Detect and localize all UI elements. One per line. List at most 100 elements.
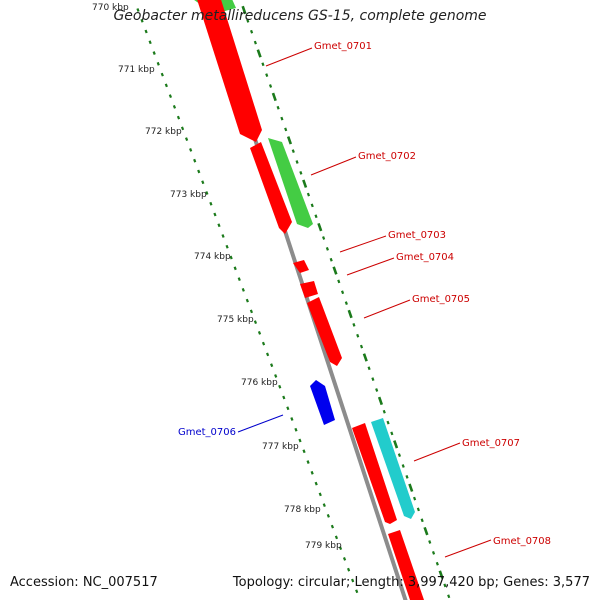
tick-mark <box>306 192 311 197</box>
tick-mark <box>282 395 286 400</box>
tick-mark <box>265 73 269 78</box>
tick-mark <box>172 104 177 109</box>
tick-mark <box>344 301 348 306</box>
tick-mark <box>205 191 209 195</box>
tick-mark <box>164 83 168 88</box>
gene-gmet_0701[interactable] <box>194 0 262 142</box>
tick-mark <box>362 353 368 362</box>
gene-label-leader <box>339 235 387 253</box>
tick-mark <box>229 255 233 260</box>
gene-gmet_0706[interactable] <box>310 380 335 425</box>
tick-mark <box>302 449 306 454</box>
tick-mark <box>382 409 386 414</box>
gene-feature[interactable] <box>250 142 292 234</box>
tick-label: 774 kbp <box>194 252 231 262</box>
tick-mark <box>338 546 343 551</box>
tick-mark <box>280 116 284 121</box>
tick-mark <box>337 279 341 284</box>
tick-mark <box>136 8 140 12</box>
tick-mark <box>221 234 225 238</box>
tick-mark <box>371 377 375 382</box>
tick-mark <box>431 550 436 555</box>
tick-mark <box>302 179 308 188</box>
tick-mark <box>253 40 257 45</box>
tick-mark <box>140 18 144 23</box>
tick-mark <box>314 481 318 486</box>
tick-label: 773 kbp <box>170 190 207 200</box>
tick-label: 771 kbp <box>118 65 155 75</box>
tick-label: 776 kbp <box>241 378 278 388</box>
tick-mark <box>423 526 429 536</box>
tick-mark <box>176 115 181 120</box>
tick-mark <box>408 483 414 492</box>
tick-mark <box>322 503 326 507</box>
gene-gmet_0707[interactable] <box>371 418 415 519</box>
gene-features <box>194 0 424 600</box>
tick-mark <box>438 570 444 579</box>
gene-gmet_0708[interactable] <box>388 530 424 600</box>
tick-mark <box>355 589 359 594</box>
tick-mark <box>322 236 326 240</box>
tick-mark <box>351 578 355 583</box>
tick-mark <box>294 427 298 432</box>
gene-gmet_0703[interactable] <box>293 260 309 273</box>
tick-mark <box>347 567 351 572</box>
tick-mark <box>217 223 221 228</box>
tick-mark <box>144 29 148 34</box>
gene-label-leader <box>346 257 395 276</box>
gene-label-leader <box>265 47 313 67</box>
tick-mark <box>325 246 329 251</box>
tick-mark <box>330 524 334 529</box>
tick-mark <box>197 169 201 174</box>
tick-mark <box>189 148 193 152</box>
gene-label-gmet_0704[interactable]: Gmet_0704 <box>396 252 454 263</box>
tick-mark <box>375 388 379 392</box>
gene-label-gmet_0706[interactable]: Gmet_0706 <box>178 427 236 438</box>
tick-mark <box>329 257 333 262</box>
tick-mark <box>413 496 417 501</box>
tick-mark <box>168 94 172 98</box>
tick-mark <box>290 417 294 421</box>
tick-mark <box>213 212 217 217</box>
tick-label: 778 kbp <box>284 505 321 515</box>
tick-mark <box>268 84 273 88</box>
tick-mark <box>393 440 399 449</box>
gene-gmet_0702[interactable] <box>268 138 313 228</box>
gene-gmet_0705[interactable] <box>307 297 342 366</box>
tick-mark <box>291 149 295 154</box>
gene-feature[interactable] <box>352 423 397 524</box>
tick-mark <box>261 341 266 346</box>
tick-mark <box>359 344 364 349</box>
gene-label-gmet_0705[interactable]: Gmet_0705 <box>412 294 470 305</box>
tick-mark <box>342 557 347 561</box>
tick-mark <box>284 127 288 132</box>
tick-mark <box>245 298 249 303</box>
tick-labels: 770 kbp 771 kbp 772 kbp 773 kbp 774 kbp 775 k… <box>92 3 342 551</box>
tick-mark <box>156 61 160 66</box>
gene-label-leader <box>363 299 411 319</box>
gene-label-gmet_0707[interactable]: Gmet_0707 <box>462 438 520 449</box>
gene-label-gmet_0701[interactable]: Gmet_0701 <box>314 41 372 52</box>
tick-mark <box>367 366 371 371</box>
gene-label-leader <box>444 539 492 558</box>
gene-gmet_0704[interactable] <box>300 281 318 298</box>
genome-summary-text: Topology: circular; Length: 3,997,420 bp… <box>232 575 590 590</box>
tick-mark <box>390 431 394 436</box>
map-title: Geobacter metallireducens GS-15, complet… <box>113 8 487 24</box>
tick-mark <box>274 374 278 378</box>
tick-mark <box>246 18 250 23</box>
tick-mark <box>160 72 164 77</box>
gene-label-leader <box>310 156 357 176</box>
tick-mark <box>314 214 318 219</box>
tick-mark <box>270 363 274 368</box>
gene-label-gmet_0703[interactable]: Gmet_0703 <box>388 230 446 241</box>
tick-mark <box>295 160 299 164</box>
gene-label-gmet_0702[interactable]: Gmet_0702 <box>358 151 416 162</box>
gene-label-leader <box>413 442 461 462</box>
gene-label-gmet_0708[interactable]: Gmet_0708 <box>493 536 551 547</box>
tick-mark <box>261 62 265 67</box>
tick-mark <box>356 333 360 338</box>
tick-mark <box>249 309 253 314</box>
tick-mark <box>347 309 353 319</box>
tick-mark <box>299 170 303 175</box>
